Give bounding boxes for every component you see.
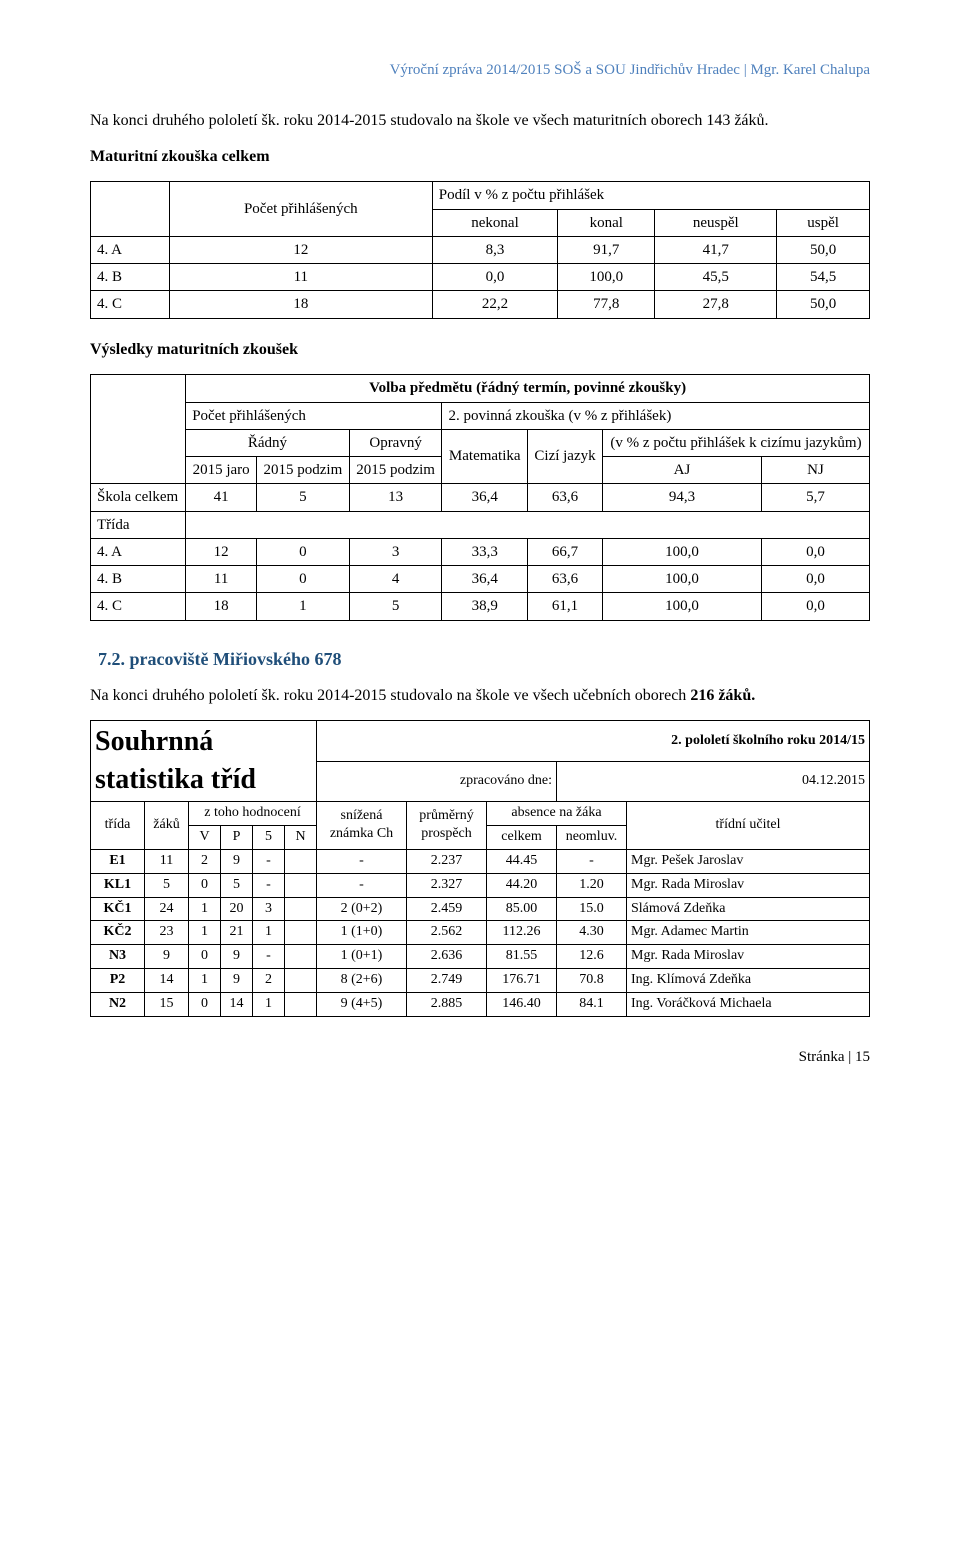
t3-h-v: V — [189, 825, 221, 849]
t2-h-jaro: 2015 jaro — [186, 457, 257, 484]
t2-h-volba: Volba předmětu (řádný termín, povinné zk… — [186, 375, 870, 402]
t2-h-radny: Řádný — [186, 429, 350, 456]
t3-h-n: N — [285, 825, 317, 849]
t1-col-2: neuspěl — [655, 209, 777, 236]
table-row: N3909-1 (0+1)2.63681.5512.6Mgr. Rada Mir… — [91, 945, 870, 969]
t3-title: Souhrnná statistika tříd — [91, 721, 317, 802]
t3-h-ucit: třídní učitel — [627, 802, 870, 850]
t1-col-1: konal — [558, 209, 655, 236]
table-row: Škola celkem4151336,463,694,35,7 — [91, 484, 870, 511]
t1-h-count: Počet přihlášených — [169, 182, 432, 237]
page-header: Výroční zpráva 2014/2015 SOŠ a SOU Jindř… — [90, 60, 870, 80]
t3-pololeti: 2. pololetí školního roku 2014/15 — [317, 721, 870, 761]
t2-h-opravny: Opravný — [349, 429, 442, 456]
page-footer: Stránka | 15 — [90, 1047, 870, 1067]
t3-h-cel: celkem — [487, 825, 557, 849]
table-row: N21501419 (4+5)2.885146.4084.1Ing. Voráč… — [91, 993, 870, 1017]
t1-col-3: uspěl — [777, 209, 870, 236]
t3-h-abs: absence na žáka — [487, 802, 627, 826]
t3-zprac-label: zpracováno dne: — [317, 761, 557, 801]
table-row: KČ22312111 (1+0)2.562112.264.30Mgr. Adam… — [91, 921, 870, 945]
t3-h-neo: neomluv. — [557, 825, 627, 849]
table-row: E11129--2.23744.45-Mgr. Pešek Jaroslav — [91, 849, 870, 873]
table-maturitni-celkem: Počet přihlášených Podíl v % z počtu při… — [90, 181, 870, 318]
table-row: 4. A120333,366,7100,00,0 — [91, 538, 870, 565]
t3-h-5: 5 — [253, 825, 285, 849]
table-row: P2141928 (2+6)2.749176.7170.8Ing. Klímov… — [91, 969, 870, 993]
t2-h-pctlang: (v % z počtu přihlášek k cizímu jazykům) — [603, 429, 870, 456]
t3-h-trida: třída — [91, 802, 145, 850]
t2-h-aj: AJ — [603, 457, 762, 484]
table2-title: Výsledky maturitních zkoušek — [90, 339, 870, 361]
t2-h-count: Počet přihlášených — [186, 402, 442, 429]
section-7-2: 7.2. pracoviště Miřiovského 678 — [98, 647, 870, 671]
t2-h-podzim1: 2015 podzim — [257, 457, 350, 484]
table-row: Třída — [91, 511, 870, 538]
t2-h-cizi: Cizí jazyk — [528, 429, 603, 484]
table1-title: Maturitní zkouška celkem — [90, 146, 870, 168]
paragraph-maturitni: Na konci druhého pololetí šk. roku 2014-… — [90, 110, 870, 132]
table-row: KČ12412032 (0+2)2.45985.0015.0Slámová Zd… — [91, 897, 870, 921]
paragraph-ucebni: Na konci druhého pololetí šk. roku 2014-… — [90, 685, 870, 707]
table-row: 4. C181538,961,1100,00,0 — [91, 593, 870, 620]
t2-h-mat: Matematika — [442, 429, 528, 484]
table-row: 4. B110,0100,045,554,5 — [91, 264, 870, 291]
t3-h-ztoho: z toho hodnocení — [189, 802, 317, 826]
table-row: 4. B110436,463,6100,00,0 — [91, 566, 870, 593]
t3-h-sniz: snížená známka Ch — [317, 802, 407, 850]
table-row: KL1505--2.32744.201.20Mgr. Rada Miroslav — [91, 873, 870, 897]
t1-h-pct: Podíl v % z počtu přihlášek — [432, 182, 869, 209]
t1-col-0: nekonal — [432, 209, 557, 236]
t2-h-nj: NJ — [761, 457, 869, 484]
table-souhrnna-statistika: Souhrnná statistika tříd 2. pololetí ško… — [90, 720, 870, 1017]
t3-h-p: P — [221, 825, 253, 849]
t2-h-second: 2. povinná zkouška (v % z přihlášek) — [442, 402, 870, 429]
t3-zprac-date: 04.12.2015 — [557, 761, 870, 801]
table-row: 4. A128,391,741,750,0 — [91, 236, 870, 263]
table-row: 4. C1822,277,827,850,0 — [91, 291, 870, 318]
t3-h-zaku: žáků — [145, 802, 189, 850]
table-vysledky-maturit: Volba předmětu (řádný termín, povinné zk… — [90, 374, 870, 620]
t3-h-prum: průměrný prospěch — [407, 802, 487, 850]
t2-h-podzim2: 2015 podzim — [349, 457, 442, 484]
